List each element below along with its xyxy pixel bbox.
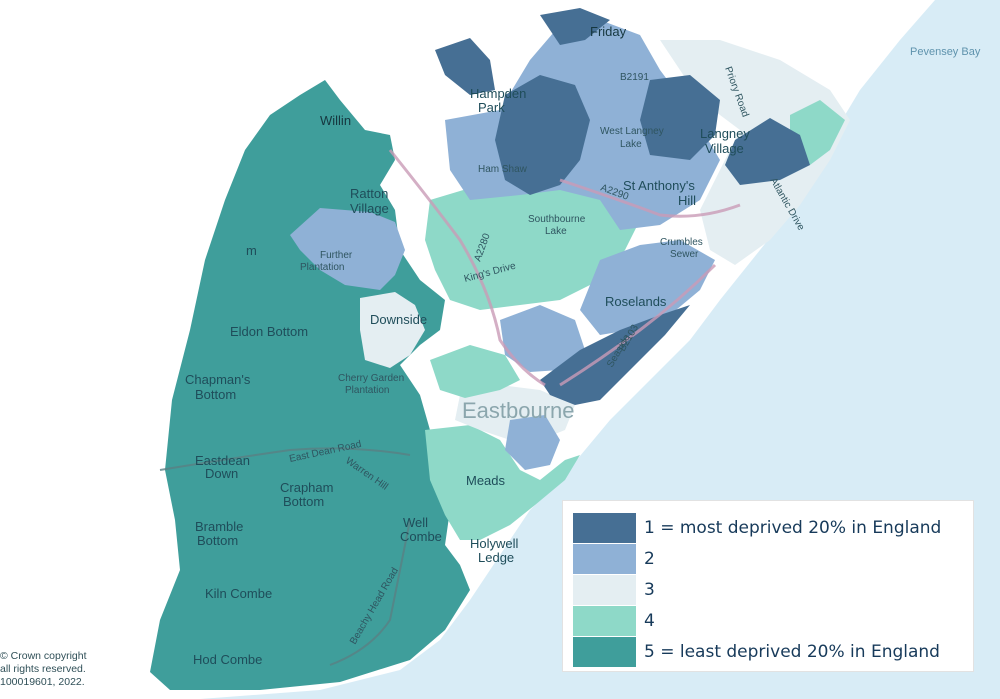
legend-swatch-q2 [573, 544, 636, 574]
place-well: Well [403, 515, 428, 530]
district-q3-downside [360, 292, 425, 368]
copyright-notice: © Crown copyright all rights reserved. 1… [0, 650, 87, 689]
legend-label-q3: 3 [644, 580, 655, 600]
district-q2-roselands [580, 240, 715, 335]
legend-swatch-q5 [573, 637, 636, 667]
road-label-b2191: B2191 [620, 72, 649, 83]
place-langney: Langney [700, 126, 750, 141]
legend-row-q3: 3 [573, 575, 655, 605]
place-southbourne-lake: Lake [545, 226, 567, 237]
road-seaside [559, 263, 717, 387]
place-chapmans-bottom: Bottom [195, 387, 236, 402]
legend-label-q4: 4 [644, 611, 655, 631]
place-west-langney-lake: Lake [620, 139, 642, 150]
place-bramble-bottom: Bottom [197, 533, 238, 548]
district-q4-north-centre [430, 345, 520, 398]
district-q1-north-willingdon [435, 38, 495, 95]
place-ratton-village: Village [350, 201, 389, 216]
place-downside: Downside [370, 312, 427, 327]
place-bramble: Bramble [195, 519, 243, 534]
legend-swatch-q4 [573, 606, 636, 636]
place-m: m [246, 243, 257, 258]
place-further: Further [320, 250, 353, 261]
place-hod-combe: Hod Combe [193, 652, 262, 667]
place-hampden: Hampden [470, 86, 526, 101]
place-willingdon: Willin [320, 113, 351, 128]
district-q1-east-langney [725, 118, 810, 185]
place-cherry-garden: Cherry Garden [338, 373, 404, 384]
place-holywell: Holywell [470, 536, 519, 551]
place-chapmans: Chapman's [185, 372, 251, 387]
place-friday: Friday [590, 24, 627, 39]
copyright-line-2: all rights reserved. [0, 663, 86, 675]
road-a2280 [388, 149, 546, 387]
place-eastdean-down: Down [205, 466, 238, 481]
place-ham-shaw: Ham Shaw [478, 164, 528, 175]
copyright-line-3: 100019601, 2022. [0, 676, 85, 688]
legend-row-q4: 4 [573, 606, 655, 636]
place-crapham: Crapham [280, 480, 333, 495]
place-meads: Meads [466, 473, 506, 488]
map-legend: 1 = most deprived 20% in England 2 3 4 5… [562, 500, 974, 672]
road-a2290 [559, 178, 741, 218]
place-eldon-bottom: Eldon Bottom [230, 324, 308, 339]
road-beachy-head [329, 519, 411, 666]
place-southbourne: Southbourne [528, 214, 586, 225]
place-hampden-park: Park [478, 100, 505, 115]
place-st-anthonys: St Anthony's [623, 178, 695, 193]
place-crapham-bottom: Bottom [283, 494, 324, 509]
district-q1-hampden-park [495, 75, 590, 195]
place-cherry-plantation: Plantation [345, 385, 389, 396]
district-q2-further-plantation [290, 208, 405, 290]
legend-label-q2: 2 [644, 549, 655, 569]
legend-swatch-q1 [573, 513, 636, 543]
place-kiln-combe: Kiln Combe [205, 586, 272, 601]
district-q1-langney-village [640, 75, 720, 160]
place-west-langney: West Langney [600, 126, 664, 137]
place-eastbourne: Eastbourne [462, 398, 575, 423]
place-langney-village: Village [705, 141, 744, 156]
legend-row-q2: 2 [573, 544, 655, 574]
place-holywell-ledge: Ledge [478, 550, 514, 565]
copyright-line-1: © Crown copyright [0, 650, 87, 662]
place-well-combe: Combe [400, 529, 442, 544]
place-pevensey-bay: Pevensey Bay [910, 46, 981, 58]
district-q1-friday [540, 8, 610, 45]
legend-label-q1: 1 = most deprived 20% in England [644, 518, 942, 538]
place-ratton: Ratton [350, 186, 388, 201]
place-roselands: Roselands [605, 294, 667, 309]
legend-label-q5: 5 = least deprived 20% in England [644, 642, 940, 662]
district-q4-meads [425, 425, 580, 540]
district-q1-seaside [540, 305, 690, 405]
district-q2-central-south [500, 305, 585, 372]
place-crumbles: Crumbles [660, 237, 703, 248]
place-further-plantation: Plantation [300, 262, 344, 273]
place-eastdean: Eastdean [195, 453, 250, 468]
place-crumbles-sewer: Sewer [670, 249, 699, 260]
district-q2-south-centre [505, 415, 560, 470]
legend-row-q5: 5 = least deprived 20% in England [573, 637, 940, 667]
place-st-anthonys-hill: Hill [678, 193, 696, 208]
road-east-dean [159, 447, 411, 471]
legend-row-q1: 1 = most deprived 20% in England [573, 513, 941, 543]
legend-swatch-q3 [573, 575, 636, 605]
